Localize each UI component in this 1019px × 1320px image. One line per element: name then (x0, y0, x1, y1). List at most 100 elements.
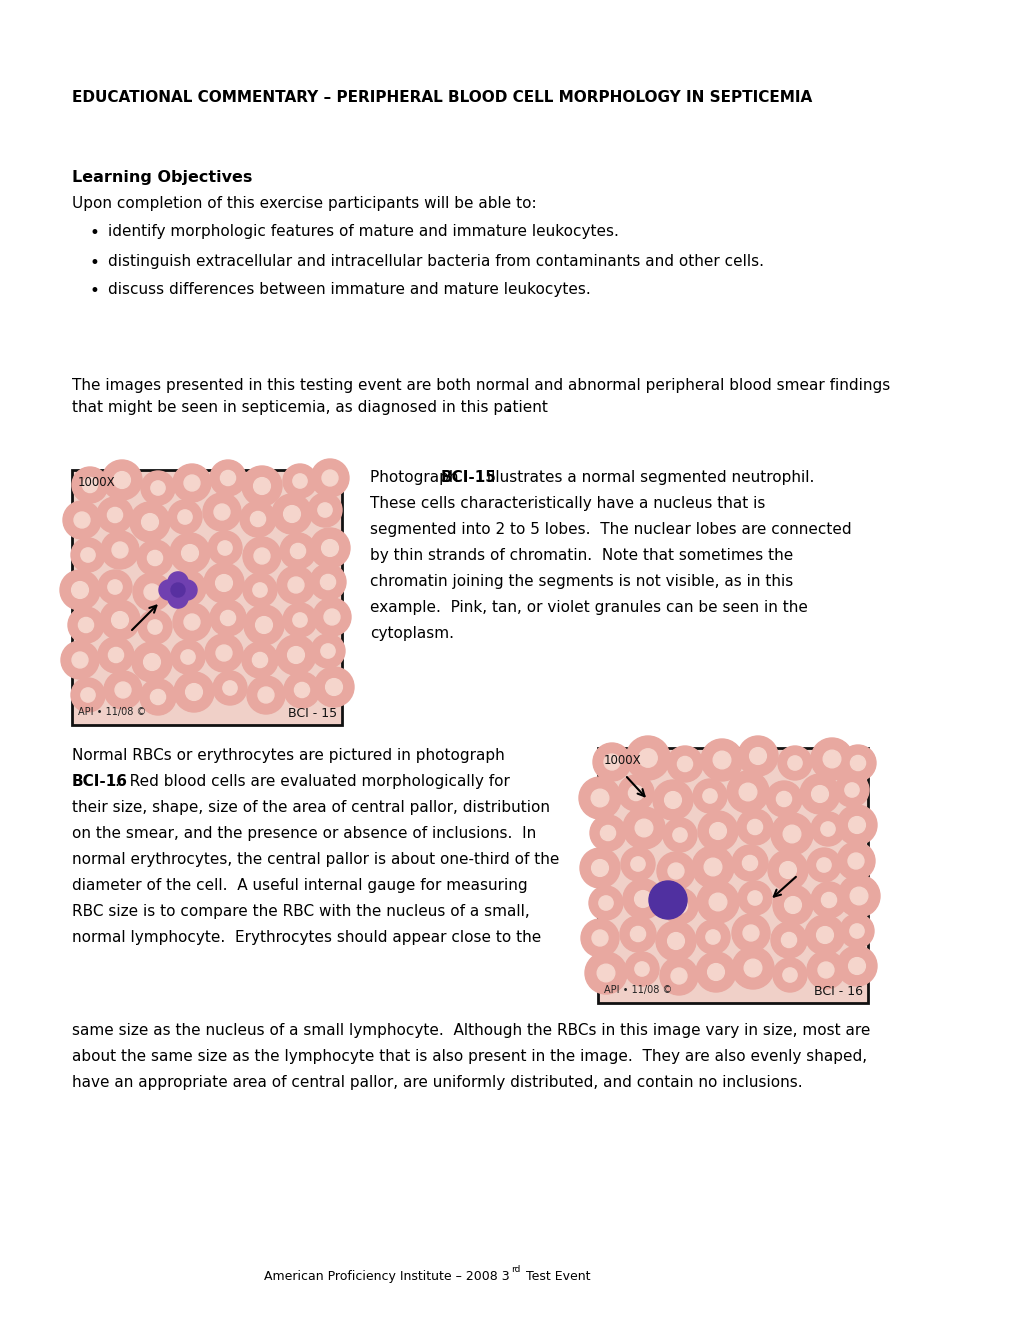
Circle shape (672, 899, 687, 913)
Circle shape (799, 774, 840, 814)
Circle shape (138, 610, 172, 644)
Circle shape (294, 682, 309, 697)
Circle shape (242, 466, 281, 506)
Circle shape (220, 470, 235, 486)
Circle shape (242, 642, 278, 678)
Circle shape (770, 921, 806, 958)
Circle shape (589, 814, 626, 851)
Circle shape (840, 744, 875, 781)
Circle shape (71, 582, 89, 598)
Circle shape (168, 572, 187, 591)
Circle shape (850, 755, 865, 771)
Circle shape (696, 880, 739, 923)
Circle shape (171, 583, 184, 597)
Circle shape (695, 920, 730, 954)
Circle shape (183, 614, 200, 630)
Text: EDUCATIONAL COMMENTARY – PERIPHERAL BLOOD CELL MORPHOLOGY IN SEPTICEMIA: EDUCATIONAL COMMENTARY – PERIPHERAL BLOO… (72, 90, 811, 106)
Circle shape (68, 607, 104, 643)
Circle shape (180, 581, 196, 595)
Text: Learning Objectives: Learning Objectives (72, 170, 252, 185)
Circle shape (667, 863, 684, 879)
Text: •: • (90, 253, 100, 272)
Circle shape (113, 471, 130, 488)
Circle shape (697, 810, 738, 851)
Text: Test Event: Test Event (522, 1270, 590, 1283)
Circle shape (659, 957, 697, 995)
Circle shape (216, 645, 231, 661)
Circle shape (239, 502, 276, 537)
Circle shape (588, 886, 623, 920)
Circle shape (850, 887, 867, 904)
Circle shape (129, 502, 170, 543)
Circle shape (592, 743, 631, 781)
Circle shape (779, 862, 796, 878)
Circle shape (218, 541, 232, 556)
Circle shape (254, 548, 270, 564)
Circle shape (132, 573, 171, 611)
Circle shape (737, 809, 772, 845)
Circle shape (159, 579, 178, 601)
Circle shape (292, 612, 307, 627)
Circle shape (579, 777, 621, 818)
Circle shape (705, 929, 719, 944)
Circle shape (112, 543, 127, 558)
Circle shape (598, 896, 612, 911)
Circle shape (97, 498, 132, 533)
Circle shape (247, 676, 284, 714)
Circle shape (310, 528, 350, 568)
Circle shape (131, 642, 172, 682)
Circle shape (732, 946, 773, 989)
Circle shape (806, 847, 841, 882)
Circle shape (101, 531, 139, 569)
Circle shape (205, 634, 243, 672)
Text: 1000X: 1000X (603, 754, 641, 767)
Circle shape (810, 812, 844, 846)
Text: .  Red blood cells are evaluated morphologically for: . Red blood cells are evaluated morpholo… (115, 774, 510, 789)
Circle shape (621, 847, 654, 880)
Circle shape (732, 913, 769, 952)
Circle shape (630, 857, 644, 871)
Circle shape (253, 583, 267, 597)
Circle shape (634, 891, 651, 907)
Circle shape (739, 783, 756, 801)
Circle shape (638, 748, 656, 767)
Text: discuss differences between immature and mature leukocytes.: discuss differences between immature and… (108, 282, 590, 297)
Circle shape (150, 689, 165, 705)
Circle shape (692, 779, 727, 813)
Circle shape (222, 681, 236, 696)
Circle shape (185, 684, 202, 701)
Circle shape (840, 913, 873, 948)
Text: diameter of the cell.  A useful internal gauge for measuring: diameter of the cell. A useful internal … (72, 878, 527, 894)
Circle shape (213, 671, 247, 705)
Circle shape (137, 540, 173, 576)
Circle shape (620, 916, 655, 952)
Circle shape (98, 570, 131, 605)
Circle shape (844, 783, 858, 797)
Circle shape (311, 634, 344, 668)
Circle shape (72, 467, 108, 503)
Circle shape (107, 507, 122, 523)
Circle shape (770, 813, 812, 855)
Text: have an appropriate area of central pallor, are uniformly distributed, and conta: have an appropriate area of central pall… (72, 1074, 802, 1090)
Circle shape (738, 737, 777, 776)
Circle shape (822, 750, 840, 768)
Circle shape (742, 925, 758, 941)
Circle shape (183, 475, 200, 491)
Circle shape (626, 737, 669, 780)
Circle shape (600, 825, 614, 841)
Circle shape (838, 875, 879, 917)
Circle shape (749, 747, 765, 764)
Text: Normal RBCs or erythrocytes are pictured in photograph: Normal RBCs or erythrocytes are pictured… (72, 748, 504, 763)
Text: by thin strands of chromatin.  Note that sometimes the: by thin strands of chromatin. Note that … (370, 548, 793, 564)
Circle shape (648, 880, 687, 919)
Circle shape (115, 682, 130, 698)
Circle shape (324, 609, 339, 624)
Circle shape (318, 503, 332, 517)
Circle shape (313, 598, 351, 636)
Text: RBC size is to compare the RBC with the nucleus of a small,: RBC size is to compare the RBC with the … (72, 904, 529, 919)
Circle shape (816, 927, 833, 944)
Circle shape (256, 616, 272, 634)
Circle shape (78, 618, 94, 632)
Circle shape (765, 781, 801, 817)
Circle shape (625, 952, 658, 986)
